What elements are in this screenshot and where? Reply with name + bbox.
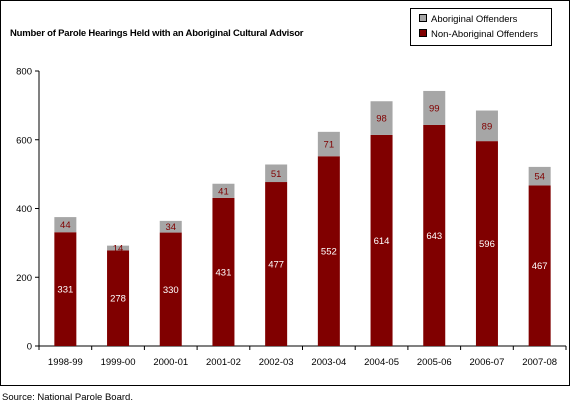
- source-note: Source: National Parole Board.: [2, 392, 133, 403]
- bar-aboriginal: [370, 101, 393, 135]
- bar-aboriginal: [265, 164, 288, 183]
- data-label-aboriginal: 14: [113, 244, 124, 255]
- bar-non-aboriginal: [159, 232, 182, 346]
- x-tick-label: 2000-01: [153, 357, 188, 368]
- y-tick-label: 400: [16, 204, 32, 215]
- bar-aboriginal: [528, 166, 551, 186]
- legend-item-aboriginal: Aboriginal Offenders: [419, 14, 517, 26]
- bar-aboriginal: [475, 110, 498, 142]
- y-tick-label: 200: [16, 273, 32, 284]
- chart-title: Number of Parole Hearings Held with an A…: [10, 28, 304, 39]
- bar-non-aboriginal: [107, 250, 130, 346]
- data-label-aboriginal: 89: [482, 121, 493, 132]
- data-label-non-aboriginal: 643: [426, 231, 442, 242]
- y-tick-label: 0: [27, 342, 32, 353]
- data-label-non-aboriginal: 431: [216, 267, 232, 278]
- bar-non-aboriginal: [317, 156, 340, 346]
- chart-plot: 0 200 400 600 800 331 44 1998-99 278 14 1999-00 330…: [16, 67, 567, 368]
- x-tick-label: 2005-06: [417, 357, 452, 368]
- data-label-aboriginal: 41: [218, 186, 229, 197]
- data-label-non-aboriginal: 552: [321, 247, 337, 258]
- data-label-aboriginal: 98: [376, 114, 387, 125]
- data-label-non-aboriginal: 467: [532, 261, 548, 272]
- data-label-aboriginal: 51: [271, 169, 282, 180]
- legend-swatch-non-aboriginal: [419, 29, 427, 38]
- legend-swatch-aboriginal: [419, 14, 427, 23]
- bar-aboriginal: [159, 220, 182, 233]
- x-tick-label: 2002-03: [259, 357, 294, 368]
- data-label-non-aboriginal: 477: [268, 260, 284, 271]
- bar-aboriginal: [317, 131, 340, 157]
- data-label-non-aboriginal: 278: [110, 294, 126, 305]
- data-label-aboriginal: 34: [165, 222, 176, 233]
- legend: Aboriginal Offenders Non-Aboriginal Offe…: [410, 8, 552, 46]
- y-tick-label: 800: [16, 67, 32, 78]
- data-label-non-aboriginal: 331: [57, 285, 73, 296]
- bar-non-aboriginal: [475, 141, 498, 346]
- bar-aboriginal: [212, 183, 235, 198]
- bar-non-aboriginal: [265, 182, 288, 346]
- data-label-aboriginal: 44: [60, 220, 71, 231]
- data-label-aboriginal: 54: [534, 172, 545, 183]
- data-label-non-aboriginal: 596: [479, 239, 495, 250]
- data-label-aboriginal: 71: [324, 140, 335, 151]
- bar-aboriginal: [423, 90, 446, 125]
- legend-label-aboriginal: Aboriginal Offenders: [431, 14, 518, 25]
- bar-non-aboriginal: [54, 232, 77, 346]
- x-tick-label: 1999-00: [101, 357, 136, 368]
- data-label-non-aboriginal: 330: [163, 285, 179, 296]
- bar-aboriginal: [107, 245, 130, 251]
- bar-non-aboriginal: [528, 185, 551, 346]
- x-tick-label: 2004-05: [364, 357, 399, 368]
- x-tick-label: 2007-08: [522, 357, 557, 368]
- legend-label-non-aboriginal: Non-Aboriginal Offenders: [431, 29, 539, 40]
- legend-item-non-aboriginal: Non-Aboriginal Offenders: [419, 29, 538, 41]
- data-label-aboriginal: 99: [429, 103, 440, 114]
- bar-non-aboriginal: [423, 124, 446, 346]
- x-tick-label: 1998-99: [48, 357, 83, 368]
- data-label-non-aboriginal: 614: [374, 236, 390, 247]
- bar-non-aboriginal: [212, 197, 235, 346]
- bar-non-aboriginal: [370, 134, 393, 346]
- y-tick-label: 600: [16, 135, 32, 146]
- bar-aboriginal: [54, 217, 77, 233]
- x-tick-label: 2001-02: [206, 357, 241, 368]
- x-tick-label: 2003-04: [311, 357, 346, 368]
- x-tick-label: 2006-07: [470, 357, 505, 368]
